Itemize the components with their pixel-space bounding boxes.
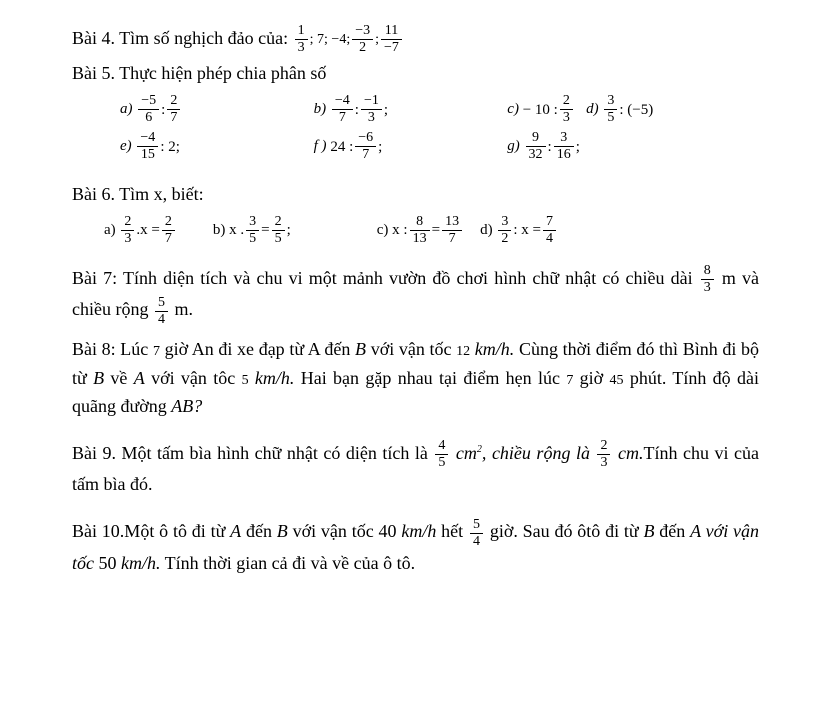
frac: −67 [355, 131, 376, 162]
frac: 27 [162, 215, 175, 246]
bai6-c: c) x : 813 = 137 [377, 215, 464, 246]
bai5-e: e) −415 : 2; [120, 131, 314, 162]
bai4-line: Bài 4. Tìm số nghịch đảo của: 13 ; 7; −4… [72, 24, 759, 55]
frac: 11−7 [381, 24, 402, 55]
frac: 813 [410, 215, 430, 246]
frac: 137 [442, 215, 462, 246]
bai6-d: d) 32 : x = 74 [480, 215, 558, 246]
frac: 83 [701, 264, 714, 295]
bai5-f: f ) 24 : −67 ; [314, 131, 508, 162]
frac: 32 [498, 215, 511, 246]
frac: 54 [155, 296, 168, 327]
bai6-b: b) x . 35 = 25 ; [213, 215, 291, 246]
frac: 23 [121, 215, 134, 246]
bai6-a: a) 23 .x = 27 [104, 215, 177, 246]
bai8: Bài 8: Lúc 7 giờ An đi xe đạp từ A đến B… [72, 335, 759, 421]
frac: 23 [560, 94, 573, 125]
bai5-b: b) −47 : −13 ; [314, 94, 508, 125]
frac: 13 [295, 24, 308, 55]
frac: 932 [526, 131, 546, 162]
frac: 23 [597, 439, 610, 470]
frac: 25 [272, 215, 285, 246]
frac: 74 [543, 215, 556, 246]
bai5-row2: e) −415 : 2; f ) 24 : −67 ; g) 932 : 316… [72, 131, 759, 162]
frac: −415 [137, 131, 158, 162]
frac: 316 [554, 131, 574, 162]
bai5-a: a) −56 : 27 [120, 94, 314, 125]
bai10: Bài 10.Một ô tô đi từ A đến B với vận tố… [72, 517, 759, 577]
frac: −32 [352, 24, 373, 55]
bai6-title: Bài 6. Tìm x, biết: [72, 180, 759, 209]
frac: 35 [246, 215, 259, 246]
frac: −47 [332, 94, 353, 125]
frac: 54 [470, 518, 483, 549]
frac: −13 [361, 94, 382, 125]
bai7: Bài 7: Tính diện tích và chu vi một mảnh… [72, 264, 759, 327]
bai5-c-d: c) − 10 : 23 d) 35 : (−5) [507, 94, 759, 125]
frac: −56 [138, 94, 159, 125]
bai9: Bài 9. Một tấm bìa hình chữ nhật có diện… [72, 439, 759, 499]
bai4-values: 13 ; 7; −4; −32 ; 11−7 [293, 24, 404, 55]
bai4-title: Bài 4. Tìm số nghịch đảo của: [72, 28, 293, 48]
bai5-title: Bài 5. Thực hiện phép chia phân số [72, 59, 759, 88]
frac: 27 [167, 94, 180, 125]
bai5-g: g) 932 : 316 ; [507, 131, 759, 162]
bai6-row: a) 23 .x = 27 b) x . 35 = 25 ; c) x : 81… [72, 215, 759, 246]
frac: 35 [604, 94, 617, 125]
frac: 45 [435, 439, 448, 470]
bai5-row1: a) −56 : 27 b) −47 : −13 ; c) − 10 : 23 … [72, 94, 759, 125]
